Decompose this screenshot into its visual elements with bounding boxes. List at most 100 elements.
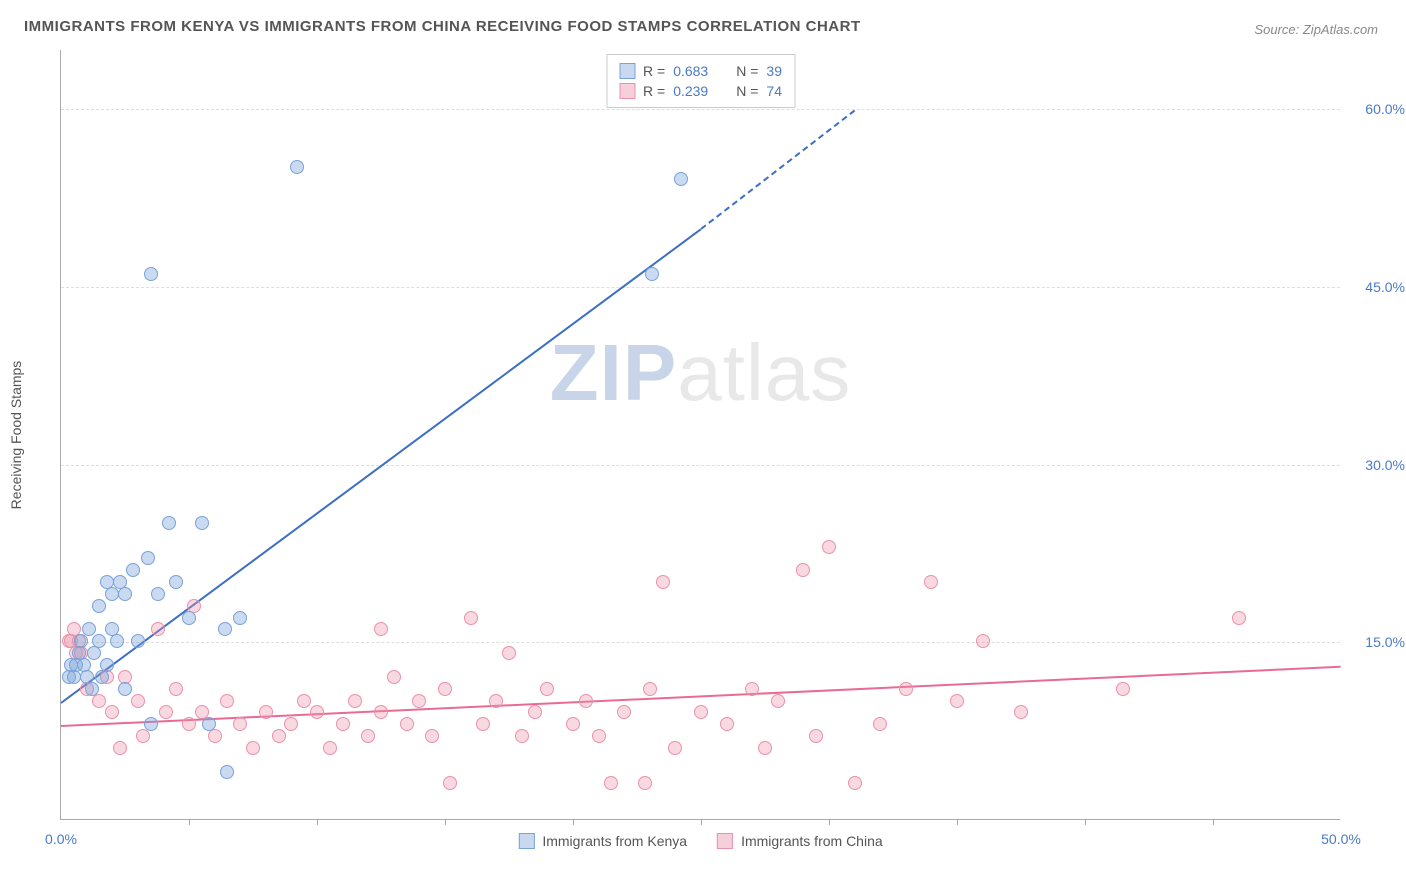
point-china [412, 694, 426, 708]
point-china [284, 717, 298, 731]
point-china [489, 694, 503, 708]
point-china [771, 694, 785, 708]
point-china [310, 705, 324, 719]
x-tick-label-start: 0.0% [45, 831, 77, 847]
watermark: ZIPatlas [550, 327, 851, 419]
point-china [220, 694, 234, 708]
y-tick-label: 30.0% [1365, 457, 1405, 473]
point-china [464, 611, 478, 625]
trend-line-kenya-dash [700, 109, 855, 229]
legend-item-china: Immigrants from China [717, 833, 883, 849]
point-china [233, 717, 247, 731]
point-china [656, 575, 670, 589]
legend-kenya-r: 0.683 [673, 63, 708, 79]
legend-swatch-china [619, 83, 635, 99]
x-tick [189, 819, 190, 825]
y-axis-title: Receiving Food Stamps [8, 360, 24, 509]
point-kenya [645, 267, 659, 281]
y-tick-label: 60.0% [1365, 101, 1405, 117]
y-tick-label: 15.0% [1365, 634, 1405, 650]
gridline [61, 109, 1340, 110]
point-china [92, 694, 106, 708]
point-china [476, 717, 490, 731]
legend-swatch-kenya [619, 63, 635, 79]
legend-label-kenya: Immigrants from Kenya [542, 833, 687, 849]
point-china [246, 741, 260, 755]
point-china [579, 694, 593, 708]
point-kenya [110, 634, 124, 648]
point-china [643, 682, 657, 696]
point-kenya [100, 658, 114, 672]
point-kenya [82, 622, 96, 636]
point-kenya [233, 611, 247, 625]
source-label: Source: ZipAtlas.com [1254, 22, 1378, 37]
legend-r-label-2: R = [643, 83, 665, 99]
point-china [374, 622, 388, 636]
point-china [1232, 611, 1246, 625]
point-china [323, 741, 337, 755]
point-china [515, 729, 529, 743]
point-kenya [118, 682, 132, 696]
point-kenya [674, 172, 688, 186]
point-china [374, 705, 388, 719]
point-china [924, 575, 938, 589]
point-china [1116, 682, 1130, 696]
point-china [745, 682, 759, 696]
x-tick [1213, 819, 1214, 825]
point-kenya [85, 682, 99, 696]
legend-swatch-china-2 [717, 833, 733, 849]
point-kenya [126, 563, 140, 577]
x-tick [1085, 819, 1086, 825]
point-china [899, 682, 913, 696]
point-china [540, 682, 554, 696]
legend-label-china: Immigrants from China [741, 833, 883, 849]
point-china [694, 705, 708, 719]
point-china [976, 634, 990, 648]
y-tick-label: 45.0% [1365, 279, 1405, 295]
point-china [502, 646, 516, 660]
point-china [425, 729, 439, 743]
point-kenya [182, 611, 196, 625]
point-china [604, 776, 618, 790]
legend-series: Immigrants from Kenya Immigrants from Ch… [518, 833, 882, 849]
x-tick [701, 819, 702, 825]
chart-container: IMMIGRANTS FROM KENYA VS IMMIGRANTS FROM… [0, 0, 1406, 892]
point-kenya [92, 634, 106, 648]
point-kenya [141, 551, 155, 565]
point-china [151, 622, 165, 636]
legend-stats: R = 0.683 N = 39 R = 0.239 N = 74 [606, 54, 795, 108]
watermark-atlas: atlas [677, 328, 851, 417]
point-kenya [144, 717, 158, 731]
point-kenya [220, 765, 234, 779]
gridline [61, 642, 1340, 643]
legend-r-label: R = [643, 63, 665, 79]
point-china [848, 776, 862, 790]
point-china [617, 705, 631, 719]
gridline [61, 465, 1340, 466]
point-china [182, 717, 196, 731]
point-kenya [290, 160, 304, 174]
gridline [61, 287, 1340, 288]
point-kenya [144, 267, 158, 281]
legend-swatch-kenya-2 [518, 833, 534, 849]
point-china [796, 563, 810, 577]
point-china [105, 705, 119, 719]
point-china [443, 776, 457, 790]
point-kenya [169, 575, 183, 589]
point-kenya [162, 516, 176, 530]
point-kenya [74, 634, 88, 648]
point-china [361, 729, 375, 743]
legend-row-kenya: R = 0.683 N = 39 [619, 61, 782, 81]
legend-n-label: N = [736, 63, 758, 79]
x-tick [573, 819, 574, 825]
legend-kenya-n: 39 [766, 63, 782, 79]
point-china [809, 729, 823, 743]
point-china [387, 670, 401, 684]
point-kenya [195, 516, 209, 530]
x-tick [445, 819, 446, 825]
point-china [720, 717, 734, 731]
x-tick-label-end: 50.0% [1321, 831, 1361, 847]
legend-china-n: 74 [766, 83, 782, 99]
point-kenya [92, 599, 106, 613]
point-china [758, 741, 772, 755]
